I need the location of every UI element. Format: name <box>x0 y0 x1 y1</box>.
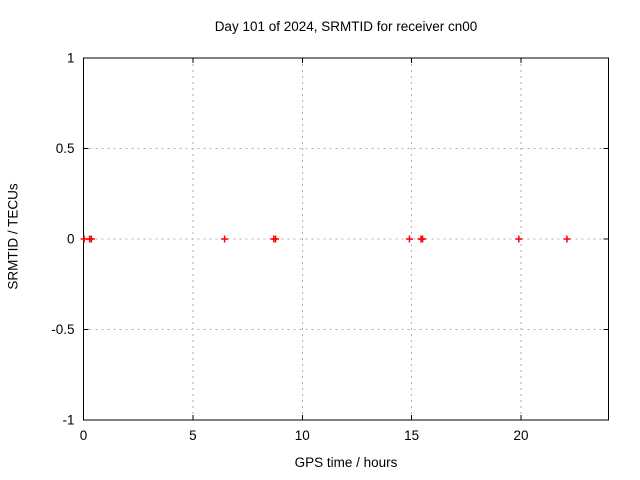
x-tick-label: 5 <box>189 428 197 443</box>
y-tick-label: 1 <box>67 51 75 66</box>
x-tick-label: 0 <box>80 428 88 443</box>
x-tick-label: 15 <box>404 428 419 443</box>
x-tick-label: 20 <box>513 428 528 443</box>
data-point-marker <box>419 235 427 243</box>
x-tick-label: 10 <box>295 428 310 443</box>
y-tick-label: -0.5 <box>51 322 74 337</box>
chart-title: Day 101 of 2024, SRMTID for receiver cn0… <box>214 19 478 34</box>
y-axis-label: SRMTID / TECUs <box>5 183 21 290</box>
data-point-marker <box>272 235 280 243</box>
data-point-marker <box>515 235 523 243</box>
data-point-marker <box>563 235 571 243</box>
y-tick-label: 0.5 <box>56 141 75 156</box>
data-point-marker <box>87 235 95 243</box>
y-tick-label: -1 <box>62 413 74 428</box>
data-point-marker <box>221 235 229 243</box>
x-axis-label: GPS time / hours <box>294 455 398 470</box>
data-point-marker <box>405 235 413 243</box>
y-tick-label: 0 <box>67 232 75 247</box>
